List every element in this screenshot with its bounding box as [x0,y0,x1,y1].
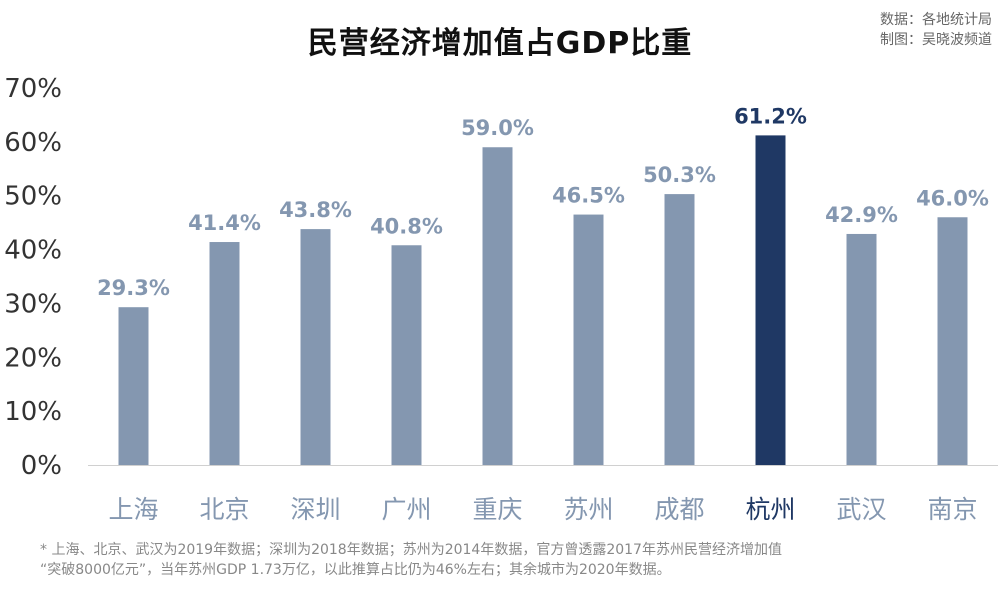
category-label: 武汉 [836,495,886,524]
source-line-data: 数据：各地统计局 [880,12,992,28]
category-label: 南京 [927,495,977,524]
category-label: 成都 [654,495,704,524]
y-tick-label: 60% [4,128,62,158]
category-label: 北京 [199,495,249,524]
category-label: 重庆 [472,495,522,524]
bar-chart: 0% 10% 20% 30% 40% 50% 60% 70% 29.3% 上海 41.4% 北京 43.… [4,74,998,524]
data-label: 59.0% [461,116,534,140]
bar [846,233,877,465]
data-label: 61.2% [734,104,807,128]
bar [937,217,968,465]
footnote: * 上海、北京、武汉为2019年数据；深圳为2018年数据；苏州为2014年数据… [40,540,990,580]
data-label: 29.3% [97,276,170,300]
data-label: 46.0% [916,186,989,210]
data-label: 50.3% [643,163,716,187]
category-label: 广州 [381,495,431,524]
data-label: 42.9% [825,203,898,227]
chart-title: 民营经济增加值占GDP比重 [307,26,693,61]
category-label: 上海 [108,495,158,524]
footnote-line-2: “突破8000亿元”，当年苏州GDP 1.73万亿，以此推算占比仍为46%左右；… [40,562,671,578]
y-tick-label: 20% [4,343,62,373]
data-label: 43.8% [279,198,352,222]
source-note: 数据：各地统计局 制图：吴晓波频道 [880,10,992,50]
bar [300,229,331,465]
data-label: 46.5% [552,184,625,208]
bar [573,214,604,465]
footnote-line-1: * 上海、北京、武汉为2019年数据；深圳为2018年数据；苏州为2014年数据… [40,542,782,558]
y-tick-label: 0% [21,451,62,481]
bar [391,245,422,465]
category-label: 苏州 [563,495,613,524]
y-tick-label: 40% [4,236,62,266]
bar [755,135,786,465]
source-line-credit: 制图：吴晓波频道 [880,32,992,48]
y-tick-label: 30% [4,289,62,319]
y-tick-label: 50% [4,182,62,212]
category-label: 杭州 [745,495,795,524]
bar [209,242,240,465]
bar [482,147,513,465]
y-tick-label: 70% [4,74,62,104]
category-label: 深圳 [290,495,340,524]
data-label: 41.4% [188,211,261,235]
bar [664,194,695,465]
bar [118,307,149,465]
data-label: 40.8% [370,214,443,238]
y-tick-label: 10% [4,397,62,427]
